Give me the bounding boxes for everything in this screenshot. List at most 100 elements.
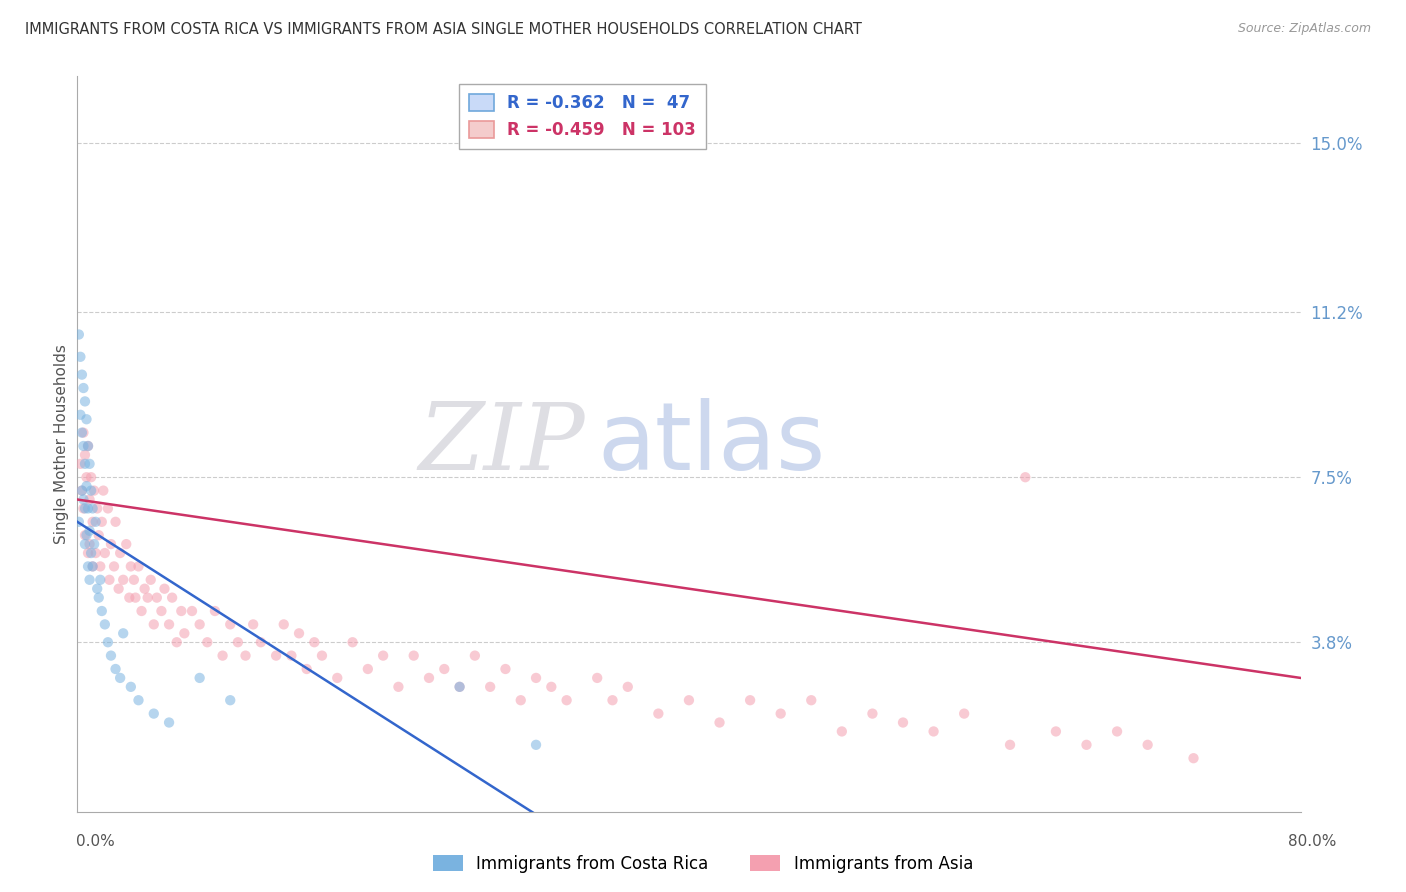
- Point: [211, 648, 233, 663]
- Point: [72, 425, 94, 440]
- Point: [998, 738, 1021, 752]
- Point: [87, 591, 110, 605]
- Point: [86, 582, 108, 596]
- Point: [188, 671, 211, 685]
- Point: [72, 439, 94, 453]
- Point: [97, 635, 120, 649]
- Point: [226, 635, 249, 649]
- Point: [142, 706, 165, 721]
- Point: [73, 394, 96, 409]
- Point: [120, 559, 142, 574]
- Point: [181, 604, 204, 618]
- Point: [157, 715, 180, 730]
- Point: [326, 671, 349, 685]
- Point: [94, 617, 117, 632]
- Point: [79, 457, 101, 471]
- Text: ZIP: ZIP: [419, 399, 585, 489]
- Point: [82, 501, 104, 516]
- Point: [94, 546, 117, 560]
- Point: [79, 537, 101, 551]
- Point: [107, 582, 129, 596]
- Point: [77, 439, 100, 453]
- Text: IMMIGRANTS FROM COSTA RICA VS IMMIGRANTS FROM ASIA SINGLE MOTHER HOUSEHOLDS CORR: IMMIGRANTS FROM COSTA RICA VS IMMIGRANTS…: [25, 22, 862, 37]
- Point: [72, 381, 94, 395]
- Point: [953, 706, 976, 721]
- Point: [70, 425, 93, 440]
- Point: [831, 724, 853, 739]
- Point: [72, 492, 94, 507]
- Point: [709, 715, 731, 730]
- Point: [146, 591, 169, 605]
- Point: [157, 617, 180, 632]
- Point: [555, 693, 578, 707]
- Point: [195, 635, 218, 649]
- Point: [342, 635, 364, 649]
- Point: [166, 635, 188, 649]
- Point: [800, 693, 823, 707]
- Point: [242, 617, 264, 632]
- Point: [76, 479, 98, 493]
- Point: [1107, 724, 1129, 739]
- Point: [862, 706, 884, 721]
- Point: [264, 648, 287, 663]
- Point: [387, 680, 409, 694]
- Point: [170, 604, 193, 618]
- Point: [304, 635, 326, 649]
- Point: [449, 680, 471, 694]
- Point: [740, 693, 762, 707]
- Point: [108, 671, 131, 685]
- Point: [73, 457, 96, 471]
- Y-axis label: Single Mother Households: Single Mother Households: [53, 343, 69, 544]
- Point: [150, 604, 173, 618]
- Point: [311, 648, 333, 663]
- Legend: Immigrants from Costa Rica, Immigrants from Asia: Immigrants from Costa Rica, Immigrants f…: [426, 848, 980, 880]
- Point: [586, 671, 609, 685]
- Point: [77, 501, 100, 516]
- Point: [76, 528, 98, 542]
- Point: [495, 662, 517, 676]
- Point: [122, 573, 145, 587]
- Point: [1076, 738, 1098, 752]
- Point: [69, 350, 91, 364]
- Text: 80.0%: 80.0%: [1288, 834, 1336, 849]
- Point: [84, 546, 107, 560]
- Point: [509, 693, 531, 707]
- Point: [219, 617, 242, 632]
- Legend: R = -0.362   N =  47, R = -0.459   N = 103: R = -0.362 N = 47, R = -0.459 N = 103: [458, 84, 706, 149]
- Point: [79, 524, 101, 538]
- Point: [103, 559, 125, 574]
- Point: [84, 515, 107, 529]
- Point: [86, 501, 108, 516]
- Point: [139, 573, 162, 587]
- Point: [90, 604, 112, 618]
- Point: [80, 483, 103, 498]
- Point: [73, 537, 96, 551]
- Point: [82, 559, 104, 574]
- Point: [80, 470, 103, 484]
- Point: [98, 573, 121, 587]
- Point: [280, 648, 302, 663]
- Point: [83, 537, 105, 551]
- Point: [69, 408, 91, 422]
- Point: [250, 635, 273, 649]
- Point: [87, 528, 110, 542]
- Text: atlas: atlas: [598, 398, 825, 490]
- Point: [524, 671, 547, 685]
- Point: [204, 604, 226, 618]
- Point: [120, 680, 142, 694]
- Text: 0.0%: 0.0%: [76, 834, 115, 849]
- Point: [100, 537, 122, 551]
- Point: [73, 501, 96, 516]
- Point: [173, 626, 195, 640]
- Point: [112, 573, 135, 587]
- Point: [76, 412, 98, 426]
- Point: [118, 591, 141, 605]
- Point: [97, 501, 120, 516]
- Point: [72, 501, 94, 516]
- Point: [1182, 751, 1205, 765]
- Point: [617, 680, 640, 694]
- Point: [188, 617, 211, 632]
- Point: [90, 515, 112, 529]
- Point: [479, 680, 502, 694]
- Point: [70, 368, 93, 382]
